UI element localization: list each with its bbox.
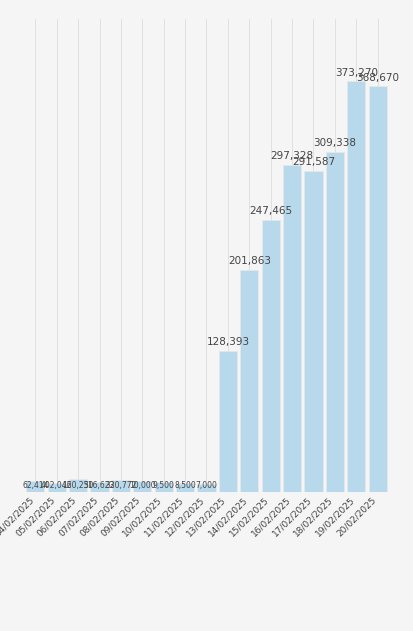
Text: 9,500: 9,500 <box>153 481 175 490</box>
Bar <box>112 480 130 492</box>
Text: 291,587: 291,587 <box>292 158 335 167</box>
Bar <box>197 485 216 492</box>
Text: 316,623: 316,623 <box>84 481 115 490</box>
Bar <box>347 81 366 492</box>
Bar <box>133 481 152 492</box>
Text: 8,500: 8,500 <box>174 481 196 490</box>
Bar <box>154 481 173 492</box>
Text: 309,338: 309,338 <box>313 138 356 148</box>
Text: 7,000: 7,000 <box>196 481 217 490</box>
Bar <box>26 481 45 492</box>
Text: 320,772: 320,772 <box>105 481 137 490</box>
Bar <box>304 171 323 492</box>
Text: 62,414: 62,414 <box>22 481 49 490</box>
Text: 297,328: 297,328 <box>271 151 313 161</box>
Text: 201,863: 201,863 <box>228 256 271 266</box>
Bar <box>90 482 109 492</box>
Bar <box>219 351 237 492</box>
Text: 160,250: 160,250 <box>62 481 94 490</box>
Text: 128,393: 128,393 <box>206 337 249 347</box>
Bar <box>368 86 387 492</box>
Bar <box>261 220 280 492</box>
Bar <box>176 483 194 492</box>
Text: 10,000: 10,000 <box>129 481 156 490</box>
Bar <box>283 165 301 492</box>
Bar <box>240 270 259 492</box>
Text: 373,270: 373,270 <box>335 68 378 78</box>
Bar <box>326 151 344 492</box>
Text: 402,042: 402,042 <box>41 481 72 490</box>
Bar <box>69 479 87 492</box>
Bar <box>47 483 66 492</box>
Text: 247,465: 247,465 <box>249 206 292 216</box>
Text: 368,670: 368,670 <box>356 73 399 83</box>
